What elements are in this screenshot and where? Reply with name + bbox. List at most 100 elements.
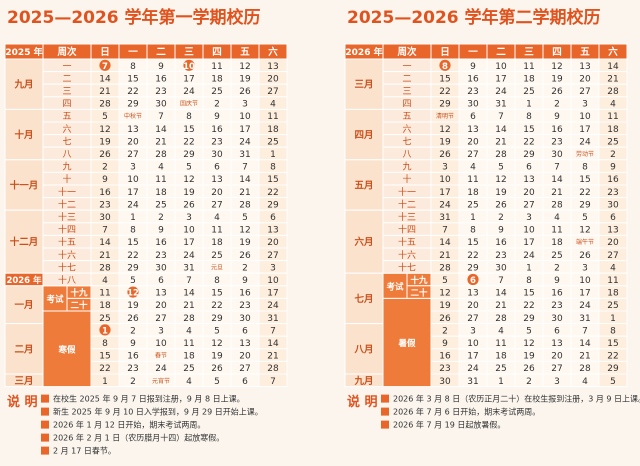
- week-label: 五: [402, 112, 411, 122]
- day-number: 23: [155, 251, 166, 261]
- day-number: 26: [551, 87, 563, 97]
- header-label: 日: [100, 47, 110, 58]
- day-number: 8: [214, 276, 220, 286]
- day-number: 18: [607, 125, 619, 135]
- day-number: 27: [579, 87, 590, 97]
- day-number: 29: [267, 200, 279, 210]
- day-number: 2: [242, 263, 248, 273]
- day-number: 3: [582, 263, 588, 273]
- note-text: 2026 年 1 月 12 日开始，期末考试两周。: [53, 420, 205, 430]
- day-number: 24: [183, 87, 195, 97]
- week-label: 十一: [398, 186, 416, 198]
- day-number: 3: [186, 213, 192, 223]
- day-number: 25: [183, 364, 194, 374]
- day-number: 27: [551, 364, 562, 374]
- day-number: 18: [551, 238, 563, 248]
- day-number: 15: [127, 74, 138, 84]
- day-number: 8: [130, 226, 136, 236]
- day-number: 21: [579, 352, 590, 362]
- note-badge: [41, 446, 49, 455]
- day-number: 9: [470, 62, 476, 72]
- day-number: 13: [127, 125, 138, 135]
- day-number: 2: [130, 326, 136, 336]
- day-number: 5: [582, 213, 588, 223]
- header-label: 四: [552, 47, 562, 58]
- day-number: 5: [498, 163, 504, 173]
- day-number: 9: [102, 175, 108, 185]
- week-label: 十二: [58, 198, 76, 210]
- day-number: 14: [239, 175, 251, 185]
- day-number: 11: [155, 175, 166, 185]
- day-number: 16: [607, 175, 619, 185]
- day-circle: [99, 324, 111, 336]
- day-number: 17: [127, 188, 138, 198]
- day-number: 24: [579, 301, 591, 311]
- day-number: 10: [155, 339, 167, 349]
- day-number: 9: [498, 226, 504, 236]
- week-label: 三: [402, 87, 411, 97]
- day-number: 9: [158, 226, 164, 236]
- day-number: 11: [267, 112, 278, 122]
- day-number: 3: [526, 213, 532, 223]
- day-number: 25: [211, 87, 222, 97]
- day-number: 21: [439, 251, 450, 261]
- day-number: 21: [495, 137, 506, 147]
- day-number: 18: [495, 352, 507, 362]
- day-number: 24: [267, 301, 279, 311]
- header-label: 五: [240, 47, 250, 58]
- day-number: 9: [214, 112, 220, 122]
- note-text: 2 月 17 日春节。: [53, 446, 116, 456]
- day-number: 8: [526, 112, 532, 122]
- day-number: 24: [495, 87, 507, 97]
- day-number: 17: [579, 125, 590, 135]
- header-label: 六: [268, 46, 278, 58]
- day-number: 28: [155, 150, 167, 160]
- week-label: 十二: [398, 198, 416, 210]
- day-number: 22: [523, 301, 534, 311]
- day-number: 5: [610, 377, 616, 387]
- day-number: 28: [99, 263, 111, 273]
- month-label: 六月: [354, 236, 373, 248]
- week-label: 十: [402, 173, 411, 185]
- day-number: 19: [439, 301, 451, 311]
- day-number: 14: [495, 289, 507, 299]
- week-label: 七: [62, 136, 71, 147]
- day-number: 24: [239, 137, 251, 147]
- day-number: 7: [554, 163, 560, 173]
- day-number: 30: [155, 263, 167, 273]
- day-number: 7: [158, 112, 164, 122]
- day-number: 30: [239, 314, 251, 324]
- day-number: 6: [610, 213, 616, 223]
- day-number: 20: [211, 188, 223, 198]
- month-label: 九月: [13, 79, 33, 91]
- day-number: 13: [551, 339, 562, 349]
- day-number: 5: [214, 377, 220, 387]
- day-number: 14: [439, 238, 451, 248]
- day-number: 28: [99, 100, 111, 110]
- day-number: 12: [183, 175, 194, 185]
- day-number: 24: [155, 364, 167, 374]
- day-number: 25: [551, 251, 562, 261]
- day-number: 7: [582, 326, 588, 336]
- day-number: 10: [267, 276, 279, 286]
- day-number: 26: [523, 364, 535, 374]
- week-label: 五: [62, 112, 71, 122]
- day-number: 8: [610, 326, 616, 336]
- day-number: 30: [211, 150, 223, 160]
- day-number: 14: [579, 339, 591, 349]
- day-number: 1: [526, 100, 532, 110]
- day-number: 6: [470, 276, 476, 286]
- day-number: 12: [495, 175, 506, 185]
- day-number: 30: [467, 100, 479, 110]
- day-number: 23: [467, 87, 478, 97]
- day-number: 25: [607, 137, 618, 147]
- day-number: 2: [214, 100, 220, 110]
- day-number: 29: [211, 314, 223, 324]
- day-number: 29: [467, 263, 479, 273]
- day-number: 3: [582, 100, 588, 110]
- header-label: 周次: [397, 46, 417, 58]
- month-cell: [4, 159, 44, 211]
- day-number: 26: [127, 314, 139, 324]
- week-label: 九: [62, 162, 71, 173]
- day-number: 2: [102, 163, 108, 173]
